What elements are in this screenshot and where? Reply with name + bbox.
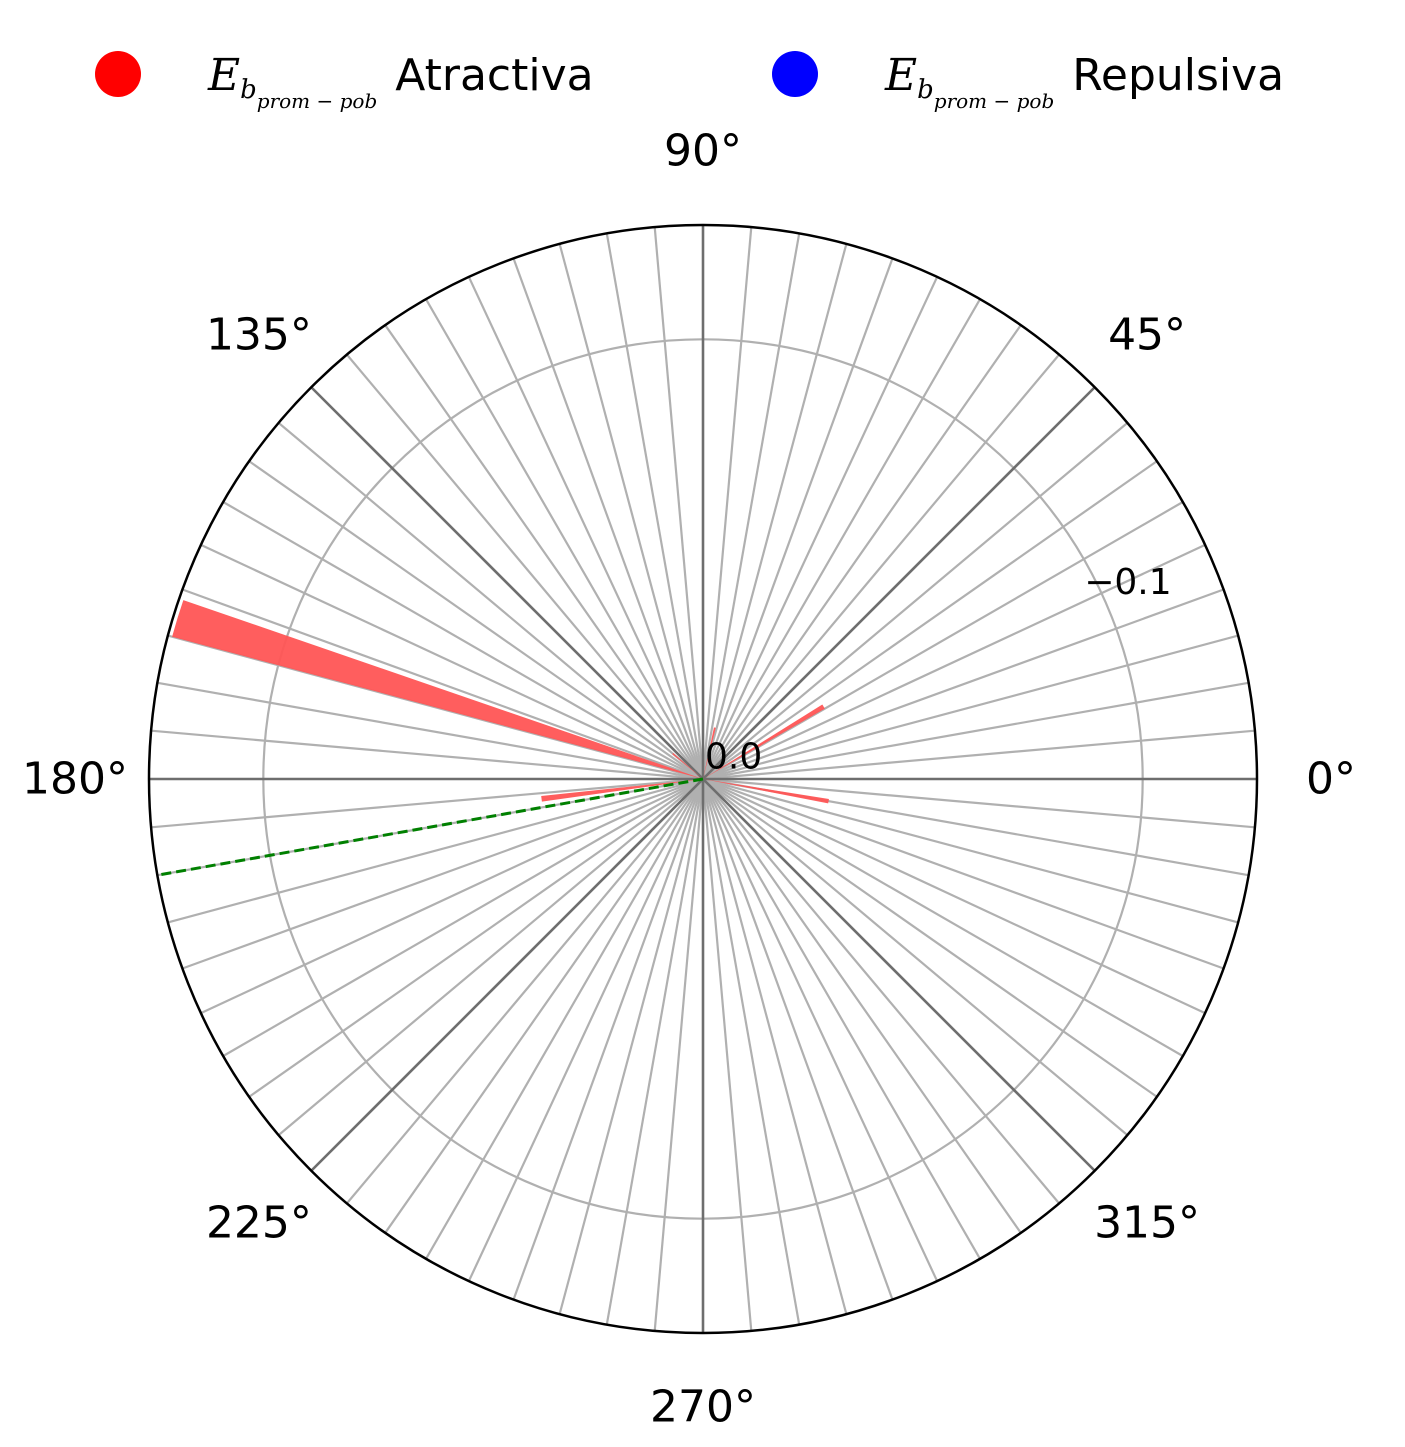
gridline-55 [702,324,1022,780]
gridline-320 [702,778,1129,1136]
radial-label-−0.1: −0.1 [1084,562,1171,603]
gridline-260 [605,778,705,1325]
major-gridline-225 [310,778,704,1172]
legend: Ebprom − pob Atractiva Ebprom − pob Repulsi… [95,50,1284,113]
data-bars [172,600,829,804]
bar-atractiva-1 [703,704,825,779]
major-gridline-135 [310,386,704,780]
reference-line [157,777,704,877]
gridline-125 [384,324,704,780]
gridline-300 [702,778,981,1260]
gridline-110 [512,258,705,780]
legend-marker-1 [772,51,818,97]
gridline-275 [701,778,753,1331]
gridline-305 [702,778,1022,1234]
gridline-330 [702,778,1184,1057]
gridline-200 [182,777,704,970]
gridline-255 [558,778,705,1315]
gridline-345 [702,777,1239,924]
bar-atractiva-2 [703,727,716,779]
gridline-160 [182,588,704,781]
polar-frame [147,223,1259,1335]
gridline-335 [702,778,1206,1015]
angle-label-0: 0° [1306,754,1356,805]
gridline-220 [277,778,704,1136]
gridline-75 [701,243,848,780]
major-gridline-315 [702,778,1096,1172]
gridline-155 [200,543,704,780]
gridline-95 [653,227,705,780]
gridline-70 [701,258,894,780]
major-gridline-45 [702,386,1096,780]
gridline-25 [702,543,1206,780]
gridline-85 [701,227,753,780]
radial-label-0.0: 0.0 [705,737,762,778]
legend-marker-0 [95,51,141,97]
angle-label-135: 135° [206,309,312,360]
angle-label-180: 180° [22,754,128,805]
reference-dashed-line [157,777,704,877]
angle-tick-labels: 0° 45° 90° 135° 180° 225° 270° 315° [22,126,1356,1433]
gridline-195 [167,777,704,924]
gridline-150 [222,501,704,780]
bar-atractiva-4 [541,779,703,802]
legend-label-1: Ebprom − pob Repulsiva [884,50,1284,113]
legend-label-0: Ebprom − pob Atractiva [207,50,594,113]
gridline-65 [702,276,939,780]
gridline-35 [702,460,1158,780]
angle-label-225: 225° [206,1198,312,1249]
gridline-130 [346,353,704,780]
gridline-145 [248,460,704,780]
gridline-10 [702,681,1249,781]
gridline-295 [702,778,939,1282]
gridline-210 [222,778,704,1057]
gridline-5 [702,729,1255,781]
gridline-205 [200,778,704,1015]
gridline-235 [384,778,704,1234]
gridline-340 [702,777,1224,970]
gridline-15 [702,634,1239,781]
radial-tick-labels: 0.0 −0.1 [705,562,1172,777]
gridline-100 [605,233,705,780]
bar-atractiva-0 [172,600,704,779]
gridline-240 [425,778,704,1260]
gridline-105 [558,243,705,780]
gridline-355 [702,777,1255,829]
angular-gridlines-major [149,225,1257,1333]
gridline-290 [701,778,894,1300]
gridline-280 [701,778,801,1325]
gridline-285 [701,778,848,1315]
gridline-120 [425,298,704,780]
gridline-245 [467,778,704,1282]
gridline-265 [653,778,705,1331]
gridline-325 [702,778,1158,1098]
gridline-215 [248,778,704,1098]
gridline-170 [157,681,704,781]
gridline-185 [151,777,704,829]
angle-label-270: 270° [650,1382,756,1433]
gridline-115 [467,276,704,780]
angle-label-315: 315° [1094,1198,1200,1249]
bar-atractiva-5 [672,753,703,779]
angle-label-90: 90° [664,126,742,177]
gridline-310 [702,778,1060,1205]
gridline-175 [151,729,704,781]
gridline-20 [702,588,1224,781]
gridline-60 [702,298,981,780]
gridline-50 [702,353,1060,780]
gridline-230 [346,778,704,1205]
gridline-40 [702,422,1129,780]
bar-atractiva-3 [703,779,829,804]
gridline-250 [512,778,705,1300]
gridline-140 [277,422,704,780]
angle-label-45: 45° [1108,309,1186,360]
gridline-80 [701,233,801,780]
